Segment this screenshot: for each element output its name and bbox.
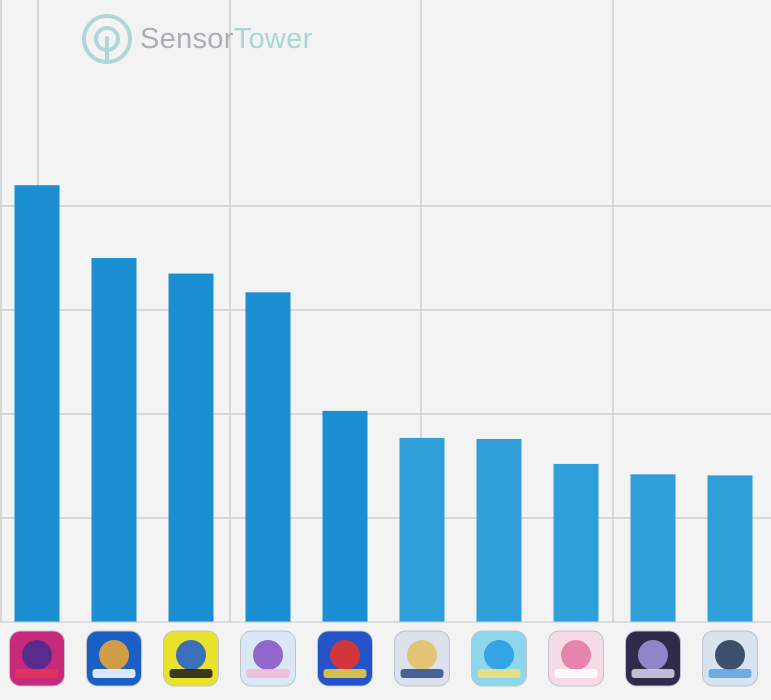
- app-icon-banner: [400, 669, 444, 678]
- app-icon-banner: [246, 669, 290, 678]
- bar: [322, 410, 368, 622]
- app-icon-banner: [15, 669, 59, 678]
- dark-warrior-app-icon: [625, 630, 681, 687]
- app-icon-art: [407, 640, 437, 670]
- bar: [168, 273, 214, 622]
- app-icon-banner: [477, 669, 521, 678]
- app-icon-banner: [554, 669, 598, 678]
- logo-word-sensor: Sensor: [140, 22, 234, 55]
- horse-girl-app-icon: [240, 630, 296, 687]
- bar: [245, 292, 291, 622]
- pink-hair-girl-app-icon: [548, 630, 604, 687]
- bar: [707, 475, 753, 622]
- football-player-app-icon: [702, 630, 758, 687]
- app-icon-art: [22, 640, 52, 670]
- sensortower-wordmark: SensorTower: [140, 23, 313, 56]
- fantasy-knight-app-icon: [394, 630, 450, 687]
- app-icon-banner: [169, 669, 213, 678]
- bar: [399, 437, 445, 622]
- dragon-app-icon: [9, 630, 65, 687]
- app-icon-banner: [631, 669, 675, 678]
- bar: [476, 438, 522, 622]
- app-icon-banner: [92, 669, 136, 678]
- bar: [14, 185, 60, 622]
- hero-app-icon: [471, 630, 527, 687]
- app-icon-art: [484, 640, 514, 670]
- app-icon-banner: [708, 669, 752, 678]
- app-icon-banner: [323, 669, 367, 678]
- 4th-anniversary-app-icon: [163, 630, 219, 687]
- sensortower-logo: SensorTower: [82, 12, 313, 66]
- logo-word-tower: Tower: [233, 22, 313, 55]
- sensortower-logo-icon: [82, 14, 132, 64]
- bar: [91, 258, 137, 622]
- app-icon-art: [176, 640, 206, 670]
- app-icon-art: [330, 640, 360, 670]
- anime-fighter-app-icon: [86, 630, 142, 687]
- bar: [553, 463, 599, 622]
- app-icon-art: [715, 640, 745, 670]
- app-icon-art: [638, 640, 668, 670]
- bar: [630, 474, 676, 622]
- app-icon-art: [99, 640, 129, 670]
- app-icon-art: [561, 640, 591, 670]
- 10th-anniversary-app-icon: [317, 630, 373, 687]
- app-icon-art: [253, 640, 283, 670]
